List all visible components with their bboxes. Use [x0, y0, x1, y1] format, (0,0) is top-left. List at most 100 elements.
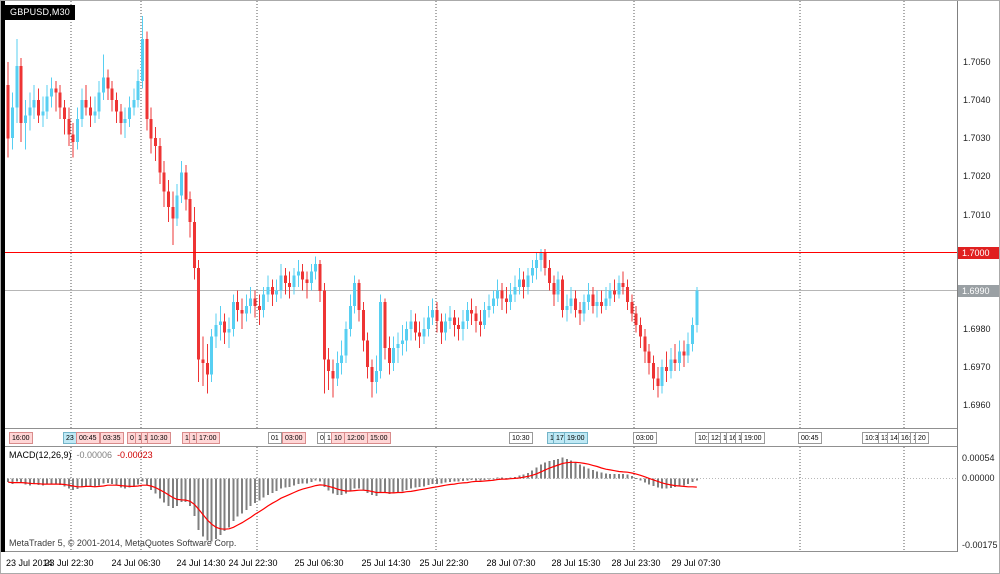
candle-body [548, 267, 552, 284]
candle-body [132, 100, 136, 108]
time-marker-tag[interactable]: 23 [63, 432, 77, 444]
macd-histogram-bar [345, 478, 347, 494]
macd-histogram-bar [565, 458, 568, 479]
macd-indicator-panel[interactable]: MACD(12,26,9) -0.00006 -0.00023 MetaTrader… [1, 447, 957, 552]
candle-body [600, 302, 603, 306]
time-marker-tag[interactable]: 03:00 [282, 432, 306, 444]
macd-histogram-bar [453, 478, 456, 482]
candle-body [405, 328, 409, 341]
candle-body [366, 340, 370, 367]
time-marker-tag[interactable]: 10:30 [509, 432, 533, 444]
candle-body [58, 92, 62, 108]
candle-body [110, 88, 114, 101]
candle-body [93, 111, 97, 116]
time-marker-tag[interactable]: 12:00 [344, 432, 368, 444]
time-axis-label: 28 Jul 07:30 [486, 558, 536, 568]
candle-body [331, 370, 335, 379]
time-marker-strip: 16:00 23 00:45 03:35 0 1 1 10:30 1 1 17:00 01 03:00 0… [1, 428, 957, 447]
candle-body [496, 290, 500, 299]
time-marker-tag[interactable]: 19:00 [741, 432, 765, 444]
macd-histogram-bar [115, 478, 118, 486]
time-marker-tag[interactable]: 20 [915, 432, 929, 444]
time-marker-tag[interactable]: 19:00 [564, 432, 588, 444]
time-marker-tag[interactable]: 03:00 [633, 432, 657, 444]
macd-histogram-bar [262, 478, 265, 498]
candle-body [587, 294, 590, 303]
macd-histogram-bar [531, 470, 534, 479]
candle-body [595, 302, 599, 306]
candle-body [556, 279, 560, 295]
time-marker-tag[interactable]: 16:00 [9, 432, 33, 444]
candle-body [353, 283, 357, 306]
candle-body [569, 298, 573, 306]
macd-histogram-bar [288, 478, 291, 487]
macd-histogram-bar [59, 478, 62, 485]
time-marker-tag[interactable]: 00:45 [76, 432, 100, 444]
candle-body [218, 321, 222, 326]
price-axis[interactable]: 1.7000 1.6990 1.7050 1.7040 1.7030 1.7020 1.… [957, 1, 999, 552]
macd-histogram-bar [457, 478, 460, 482]
time-axis-label: 24 Jul 14:30 [176, 558, 226, 568]
candle-body [184, 172, 188, 200]
time-marker-tag[interactable]: 10:3 [862, 432, 882, 444]
macd-histogram-bar [197, 478, 200, 530]
macd-histogram-bar [695, 478, 698, 481]
candle-body [262, 294, 266, 310]
macd-histogram-bar [626, 474, 629, 479]
candle-body [422, 328, 426, 337]
macd-histogram-bar [487, 478, 490, 480]
candle-body [691, 325, 694, 345]
candle-body [513, 286, 517, 295]
macd-histogram-bar [67, 478, 70, 489]
macd-histogram-bar [384, 478, 386, 493]
macd-histogram-bar [241, 478, 244, 514]
macd-histogram-bar [548, 460, 551, 479]
candle-body [608, 290, 612, 299]
macd-histogram-bar [578, 464, 581, 479]
macd-histogram-bar [167, 478, 170, 506]
main-chart[interactable] [1, 1, 957, 428]
macd-histogram-bar [635, 478, 638, 479]
time-marker-tag[interactable]: 10 [331, 432, 345, 444]
macd-histogram-bar [215, 478, 218, 539]
macd-histogram-bar [418, 478, 421, 488]
candle-body [621, 283, 625, 287]
macd-histogram-bar [561, 457, 564, 479]
candle-body [383, 302, 387, 348]
candle-body [504, 298, 508, 303]
candle-body [188, 199, 192, 223]
bid-price-tag: 1.6990 [958, 284, 999, 297]
time-marker-tag[interactable]: 01 [268, 432, 282, 444]
candle-body [561, 279, 565, 310]
time-marker-tag[interactable]: 00:45 [798, 432, 822, 444]
candle-body [76, 119, 79, 143]
time-axis-label: 24 Jul 22:30 [228, 558, 278, 568]
macd-histogram-bar [466, 478, 469, 481]
time-axis[interactable]: 23 Jul 2014 23 Jul 22:30 24 Jul 06:30 24 Ju… [1, 552, 999, 573]
time-marker-tag[interactable]: 17:00 [196, 432, 220, 444]
time-marker-tag[interactable]: 15:00 [367, 432, 391, 444]
candle-body [227, 328, 231, 333]
macd-histogram-bar [574, 462, 577, 479]
macd-histogram-bar [401, 478, 404, 492]
candle-body [136, 81, 140, 101]
candle-body [535, 260, 539, 268]
macd-histogram-bar [332, 478, 334, 494]
macd-histogram-bar [163, 478, 166, 503]
candle-body [102, 77, 105, 93]
macd-histogram-bar [470, 478, 473, 480]
macd-histogram-bar [682, 478, 685, 486]
macd-tick-label: -0.00175 [962, 540, 998, 551]
candle-body [266, 286, 270, 295]
macd-histogram-bar [154, 478, 157, 494]
macd-histogram-bar [33, 478, 36, 485]
time-marker-tag[interactable]: 10:30 [147, 432, 171, 444]
macd-histogram-bar [106, 478, 109, 483]
candle-body [500, 290, 504, 299]
macd-histogram-bar [249, 478, 252, 506]
macd-histogram-bar [392, 478, 395, 494]
macd-histogram-bar [526, 473, 529, 479]
candle-body [552, 283, 556, 295]
candle-body [474, 313, 478, 322]
time-marker-tag[interactable]: 03:35 [100, 432, 124, 444]
